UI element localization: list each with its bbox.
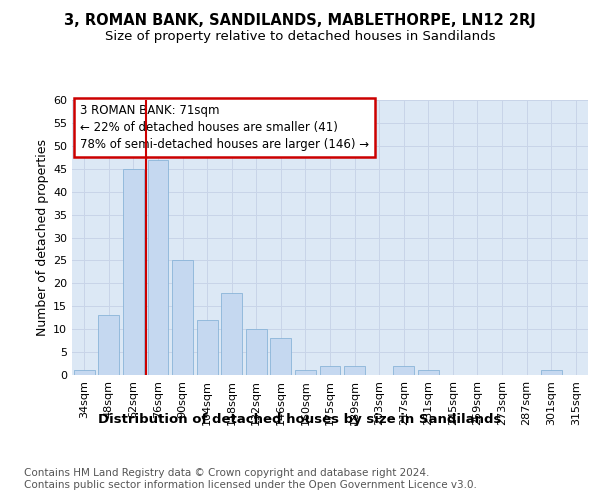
Text: Contains HM Land Registry data © Crown copyright and database right 2024.: Contains HM Land Registry data © Crown c… [24, 468, 430, 477]
Bar [74, 370, 95, 375]
Bar [320, 366, 340, 375]
Bar [221, 292, 242, 375]
Text: Distribution of detached houses by size in Sandilands: Distribution of detached houses by size … [98, 412, 502, 426]
Bar [123, 169, 144, 375]
Bar [344, 366, 365, 375]
Text: Size of property relative to detached houses in Sandilands: Size of property relative to detached ho… [105, 30, 495, 43]
Bar [246, 329, 267, 375]
Text: Contains public sector information licensed under the Open Government Licence v3: Contains public sector information licen… [24, 480, 477, 490]
Bar [172, 260, 193, 375]
Bar [148, 160, 169, 375]
Bar [541, 370, 562, 375]
Bar [295, 370, 316, 375]
Bar [393, 366, 414, 375]
Text: 3 ROMAN BANK: 71sqm
← 22% of detached houses are smaller (41)
78% of semi-detach: 3 ROMAN BANK: 71sqm ← 22% of detached ho… [80, 104, 369, 151]
Y-axis label: Number of detached properties: Number of detached properties [36, 139, 49, 336]
Bar [271, 338, 292, 375]
Bar [418, 370, 439, 375]
Text: 3, ROMAN BANK, SANDILANDS, MABLETHORPE, LN12 2RJ: 3, ROMAN BANK, SANDILANDS, MABLETHORPE, … [64, 12, 536, 28]
Bar [98, 316, 119, 375]
Bar [197, 320, 218, 375]
